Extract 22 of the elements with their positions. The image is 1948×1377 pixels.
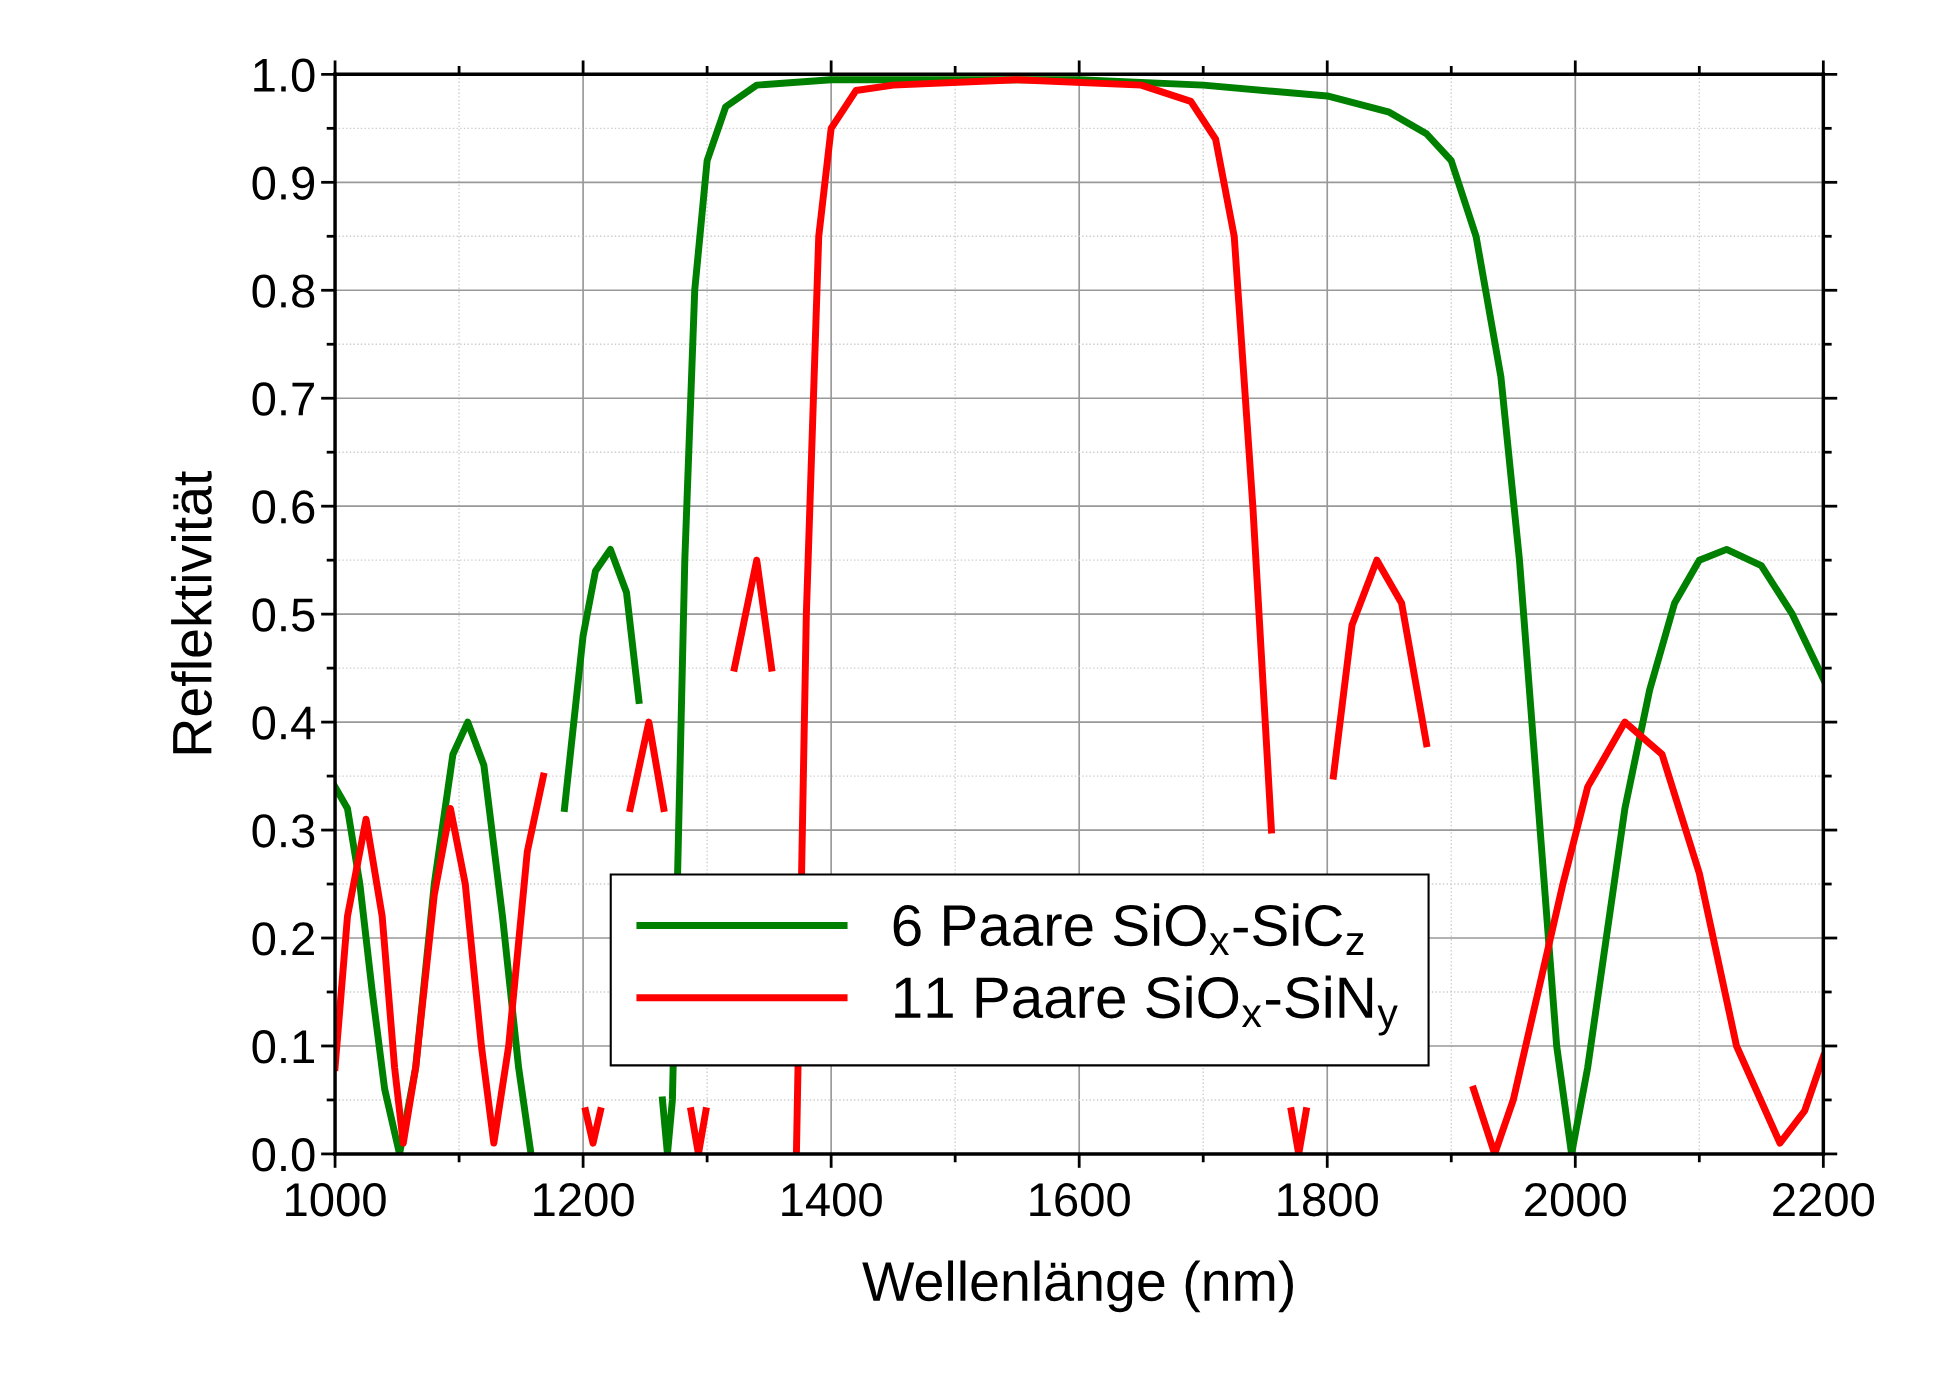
x-tick-label: 2000	[1525, 1182, 1626, 1217]
legend-label: 6 Paare SiO$_{x}$-SiC$_{z}$	[893, 903, 1364, 955]
x-tick-label: 1000	[286, 1182, 386, 1217]
y-tick-label: 0.7	[252, 382, 314, 416]
y-tick-label: 0.2	[252, 922, 314, 956]
x-tick-label: 1800	[1278, 1182, 1378, 1217]
x-tick-label: 1600	[1030, 1182, 1130, 1217]
y-tick-label: 0.5	[252, 598, 315, 632]
y-axis-title: Reflektivität	[171, 470, 212, 754]
x-tick-label: 1200	[534, 1182, 634, 1217]
y-tick-label: 0.9	[252, 166, 315, 200]
y-tick-label: 0.4	[252, 706, 315, 740]
y-tick-label: 0.6	[252, 490, 315, 524]
y-tick-label: 0.1	[252, 1030, 315, 1064]
x-axis-title: Wellenlänge (nm)	[862, 1260, 1293, 1313]
y-tick-label: 1.0	[254, 58, 315, 92]
legend-label: 11 Paare SiO$_{x}$-SiN$_{y}$	[895, 975, 1398, 1036]
x-tick-label: 1400	[782, 1182, 882, 1217]
y-tick-label: 0.3	[252, 814, 315, 848]
y-tick-label: 0.0	[252, 1138, 315, 1172]
y-tick-label: 0.8	[252, 274, 315, 308]
x-tick-label: 2200	[1773, 1182, 1875, 1217]
